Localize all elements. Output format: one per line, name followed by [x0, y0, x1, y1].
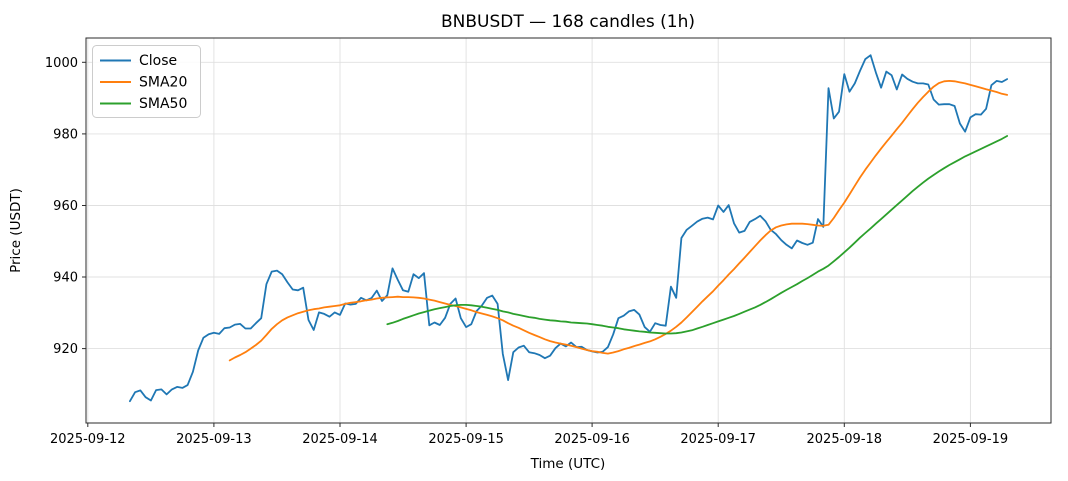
legend-label-sma50: SMA50 — [139, 96, 187, 112]
x-tick-label: 2025-09-15 — [428, 432, 504, 447]
x-axis-label: Time (UTC) — [530, 456, 606, 472]
series-line-sma20 — [228, 80, 1008, 362]
x-tick-label: 2025-09-13 — [176, 432, 252, 447]
x-tick-label: 2025-09-18 — [807, 432, 883, 447]
y-tick-label: 960 — [53, 199, 78, 214]
y-tick-label: 920 — [53, 342, 78, 357]
axis-ticks: 920 940 960 980 1000 2025-09-12 2025-09-13 2025… — [45, 56, 1008, 447]
x-tick-label: 2025-09-12 — [50, 432, 126, 447]
plot-series — [129, 54, 1008, 403]
grid-lines — [86, 38, 1051, 423]
x-tick-label: 2025-09-16 — [554, 432, 630, 447]
x-tick-label: 2025-09-19 — [933, 432, 1009, 447]
chart-title: BNBUSDT — 168 candles (1h) — [441, 12, 695, 32]
x-tick-label: 2025-09-17 — [680, 432, 756, 447]
y-tick-label: 940 — [53, 271, 78, 286]
y-tick-label: 980 — [53, 127, 78, 142]
series-line-sma50 — [386, 135, 1008, 335]
legend-label-sma20: SMA20 — [139, 75, 187, 91]
y-axis-label: Price (USDT) — [8, 188, 24, 273]
y-tick-label: 1000 — [45, 56, 78, 71]
legend-frame — [92, 45, 201, 118]
legend-label-close: Close — [139, 53, 177, 69]
x-tick-label: 2025-09-14 — [302, 432, 378, 447]
plot-border — [85, 37, 1052, 424]
series-line-close — [129, 54, 1008, 403]
legend: Close SMA20 SMA50 — [92, 45, 201, 118]
